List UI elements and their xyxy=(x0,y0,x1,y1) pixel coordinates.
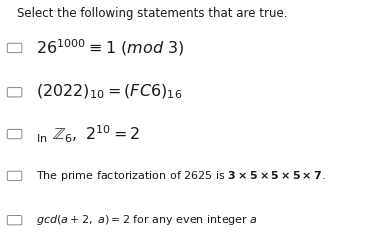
Text: $26^{1000} \equiv 1 \ (mod \ 3)$: $26^{1000} \equiv 1 \ (mod \ 3)$ xyxy=(36,38,185,58)
Text: Select the following statements that are true.: Select the following statements that are… xyxy=(17,7,288,20)
FancyBboxPatch shape xyxy=(7,129,22,139)
FancyBboxPatch shape xyxy=(7,215,22,225)
FancyBboxPatch shape xyxy=(7,171,22,181)
FancyBboxPatch shape xyxy=(7,43,22,53)
Text: $(2022)_{10} = (FC6)_{16}$: $(2022)_{10} = (FC6)_{16}$ xyxy=(36,83,183,101)
FancyBboxPatch shape xyxy=(7,88,22,97)
Text: The prime factorization of 2625 is $\mathbf{3 \times 5 \times 5 \times 5 \times : The prime factorization of 2625 is $\mat… xyxy=(36,169,326,183)
Text: $_{\mathrm{In}}\ \mathbb{Z}_6,\ 2^{10} = 2$: $_{\mathrm{In}}\ \mathbb{Z}_6,\ 2^{10} =… xyxy=(36,123,141,145)
Text: $gcd(a+2,\ a) = 2$ for any even integer $\mathit{a}$: $gcd(a+2,\ a) = 2$ for any even integer … xyxy=(36,213,259,227)
